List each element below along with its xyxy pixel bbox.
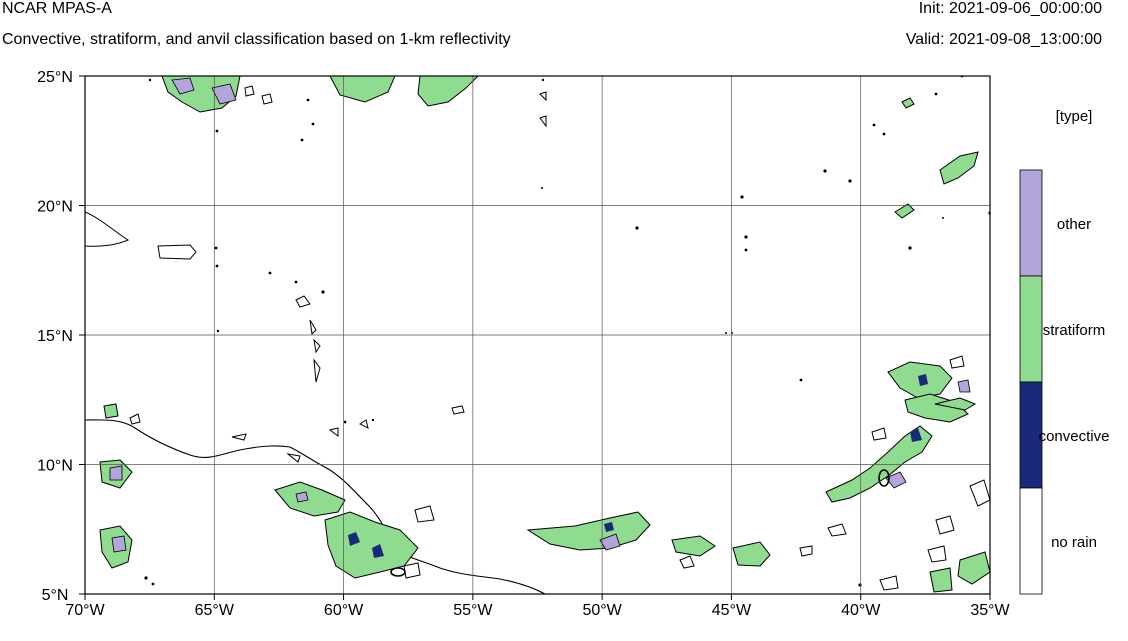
gridlines (85, 76, 990, 594)
island-outline (85, 211, 130, 247)
legend-title: [type] (1056, 108, 1093, 125)
scattered-cells (129, 85, 990, 591)
axes: 70°W 65°W 60°W 55°W 50°W 45°W 40°W 35°W 5°N 10°N 1… (37, 69, 1010, 619)
legend-swatch (1019, 275, 1043, 383)
x-tick-label: 65°W (195, 602, 235, 619)
x-tick-label: 60°W (324, 602, 364, 619)
island-outline (157, 244, 197, 260)
island-outline (231, 295, 321, 463)
convective-patches (348, 374, 928, 558)
plot-subtitle: Convective, stratiform, and anvil classi… (2, 31, 511, 48)
y-tick-label: 5°N (42, 587, 69, 604)
stratiform-patches (99, 76, 990, 593)
x-tick-label: 55°W (453, 602, 493, 619)
other-patches (109, 77, 971, 553)
legend-label: no rain (1051, 534, 1097, 551)
legend: [type] other stratiform convective no rain (1019, 108, 1110, 595)
model-title: NCAR MPAS-A (2, 0, 112, 17)
isolated-dots (144, 76, 990, 587)
valid-time: Valid: 2021-09-08_13:00:00 (905, 31, 1102, 48)
map-content (85, 76, 990, 594)
coastline-south-america (85, 419, 546, 594)
init-time: Init: 2021-09-06_00:00:00 (918, 0, 1102, 17)
x-tick-label: 35°W (970, 602, 1010, 619)
legend-swatch (1019, 169, 1043, 277)
legend-swatch (1019, 487, 1043, 595)
y-tick-label: 10°N (37, 458, 73, 475)
closed-contour (878, 469, 890, 487)
x-tick-label: 45°W (712, 602, 752, 619)
legend-label: stratiform (1043, 322, 1106, 339)
y-tick-label: 15°N (37, 328, 73, 345)
x-tick-label: 40°W (841, 602, 881, 619)
legend-label: convective (1039, 428, 1110, 445)
closed-contour (390, 567, 406, 577)
x-tick-label: 50°W (582, 602, 622, 619)
x-tick-label: 70°W (65, 602, 105, 619)
y-tick-label: 25°N (37, 69, 73, 86)
y-tick-label: 20°N (37, 199, 73, 216)
legend-label: other (1057, 216, 1091, 233)
